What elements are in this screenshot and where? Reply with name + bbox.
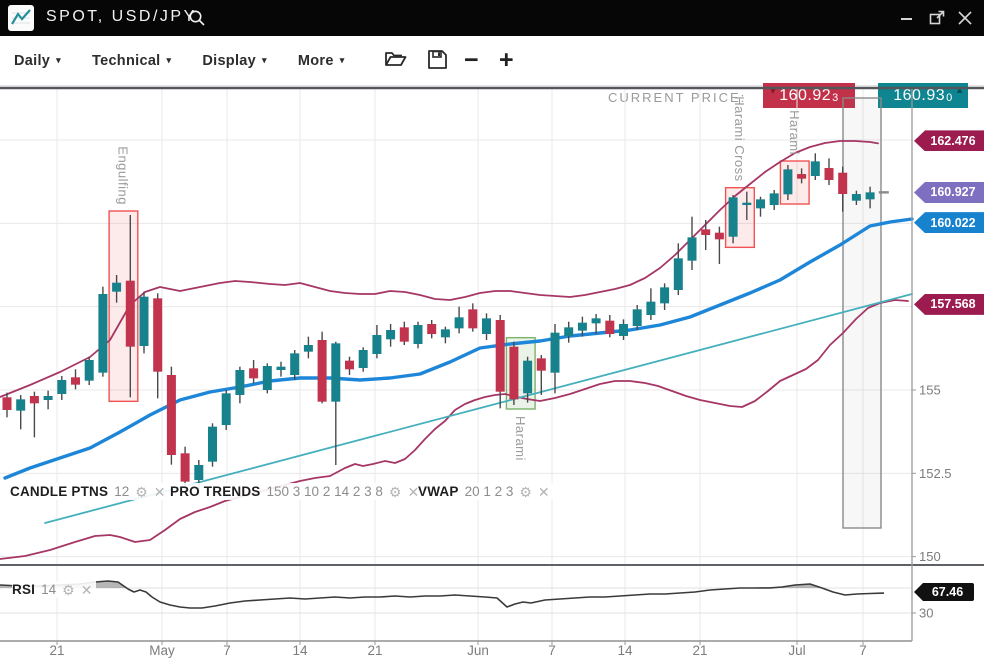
x-axis-label: 7 xyxy=(859,643,867,658)
indicator-pro-trends: PRO TRENDS 150 3 10 2 14 2 3 8 ⚙ ✕ xyxy=(170,483,424,500)
gear-icon[interactable]: ⚙ xyxy=(519,483,532,500)
price-badge: 160.927 xyxy=(914,181,984,203)
price-badge: 160.022 xyxy=(914,212,984,234)
chevron-down-icon: ▾ xyxy=(56,55,61,65)
price-badge: 157.568 xyxy=(914,293,984,315)
bid-price-value: 160.92 xyxy=(779,86,832,104)
pattern-label: Harami xyxy=(787,110,802,155)
x-axis-label: 7 xyxy=(548,643,556,658)
search-icon[interactable] xyxy=(188,9,206,32)
close-icon[interactable] xyxy=(956,9,974,27)
x-axis-label: 21 xyxy=(49,643,64,658)
menu-more[interactable]: More ▾ xyxy=(297,52,345,69)
save-icon[interactable] xyxy=(427,49,448,75)
pattern-label: Engulfing xyxy=(115,146,130,205)
menu-display[interactable]: Display ▾ xyxy=(202,52,267,69)
chevron-down-icon: ▾ xyxy=(166,55,172,65)
app-logo-chart-icon xyxy=(8,5,34,31)
y-axis-label: 152.5 xyxy=(919,466,952,481)
x-axis-label: 21 xyxy=(692,643,707,658)
close-icon[interactable]: ✕ xyxy=(153,483,166,500)
x-axis-label: Jul xyxy=(788,643,805,658)
ask-price-value: 160.93 xyxy=(893,86,946,104)
chevron-down-icon: ▾ xyxy=(339,55,345,65)
title-bar: SPOT, USD/JPY xyxy=(0,0,984,36)
gear-icon[interactable]: ⚙ xyxy=(62,581,75,598)
selection-region[interactable] xyxy=(842,97,882,529)
toolbar: Daily ▾ Technical ▾ Display ▾ More ▾ − + CURREN… xyxy=(0,36,984,108)
rsi-params: 14 xyxy=(41,582,57,597)
current-price-label: CURRENT PRICE: xyxy=(608,90,747,105)
x-axis-label: 14 xyxy=(617,643,633,658)
rsi-indicator-label: RSI 14 ⚙ ✕ xyxy=(12,581,97,598)
zoom-out-icon[interactable]: − xyxy=(464,46,479,74)
close-icon[interactable]: ✕ xyxy=(537,483,550,500)
bid-price-sub: 3 xyxy=(832,92,839,104)
x-axis-label: Jun xyxy=(467,643,489,658)
arrow-down-icon: ▼ xyxy=(768,86,779,97)
gear-icon[interactable]: ⚙ xyxy=(135,483,148,500)
pattern-label: Harami xyxy=(513,416,528,461)
close-icon[interactable]: ✕ xyxy=(407,483,420,500)
indicator-candle-ptns: CANDLE PTNS 12 ⚙ ✕ xyxy=(10,483,170,500)
price-badge: 162.476 xyxy=(914,130,984,152)
menu-daily[interactable]: Daily ▾ xyxy=(14,52,61,69)
x-axis-label: 7 xyxy=(223,643,231,658)
chevron-down-icon: ▾ xyxy=(262,55,267,65)
indicator-vwap: VWAP 20 1 2 3 ⚙ ✕ xyxy=(418,483,554,500)
ask-price-sub: 0 xyxy=(946,92,953,104)
x-axis-label: 14 xyxy=(292,643,308,658)
menu-bar: Daily ▾ Technical ▾ Display ▾ More ▾ xyxy=(14,36,376,85)
minimize-icon[interactable] xyxy=(898,6,916,24)
y-axis-label: 150 xyxy=(919,549,941,564)
close-icon[interactable]: ✕ xyxy=(80,581,93,598)
chart-area: Engulfing Harami Harami Cross Harami 21 May 7 1… xyxy=(0,85,984,669)
rsi-value-badge: 67.46 xyxy=(914,583,974,601)
rsi-name: RSI xyxy=(12,582,36,597)
rsi-axis-label: 30 xyxy=(919,606,933,621)
arrow-up-icon: ▲ xyxy=(954,85,965,96)
x-axis-label: May xyxy=(149,643,175,658)
window-title: SPOT, USD/JPY xyxy=(46,8,197,25)
popout-icon[interactable] xyxy=(928,9,946,27)
x-axis-label: 21 xyxy=(367,643,382,658)
zoom-in-icon[interactable]: + xyxy=(499,46,514,74)
gear-icon[interactable]: ⚙ xyxy=(388,483,402,500)
menu-technical[interactable]: Technical ▾ xyxy=(92,52,172,69)
open-folder-icon[interactable] xyxy=(384,49,407,74)
pattern-label: Harami Cross xyxy=(732,96,747,181)
price-chart-canvas[interactable]: Engulfing Harami Harami Cross Harami 21 May 7 1… xyxy=(0,85,984,669)
y-axis-label: 155 xyxy=(919,383,941,398)
